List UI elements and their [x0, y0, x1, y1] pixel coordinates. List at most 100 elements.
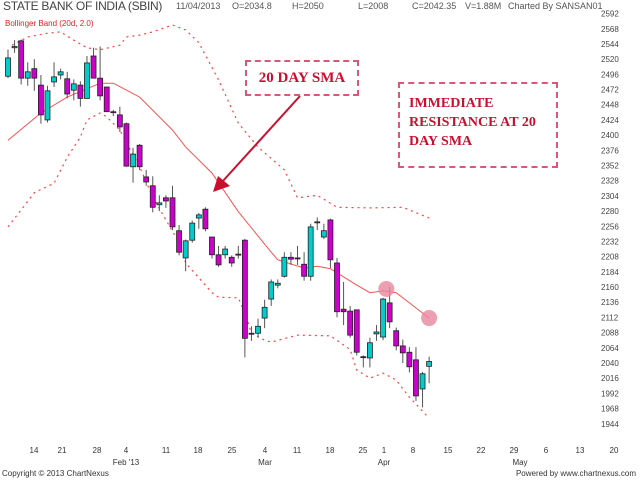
candle [163, 195, 169, 208]
candle-body [215, 254, 222, 266]
candle-body [90, 55, 97, 79]
candle-body [426, 361, 433, 367]
candle [64, 71, 71, 99]
candle-body [241, 239, 248, 339]
candle-body [373, 331, 380, 335]
volume-readout: V=1.88M [465, 1, 502, 11]
charted-by: Charted By SANSAN01 [508, 1, 603, 11]
candle-body [156, 202, 163, 206]
candle-body [235, 253, 242, 256]
y-tick-label: 2448 [601, 101, 619, 110]
candle-body [406, 351, 413, 368]
candle [426, 356, 433, 384]
y-tick-label: 2352 [601, 162, 619, 171]
y-tick-label: 2016 [601, 374, 619, 383]
candle [294, 245, 301, 265]
y-tick-label: 2112 [601, 313, 619, 322]
candle [268, 279, 275, 307]
candle-body [116, 114, 123, 128]
x-tick-label: 1 [382, 446, 387, 455]
resistance-highlight [421, 310, 438, 327]
candle [202, 207, 209, 232]
candle-body [419, 373, 426, 390]
candle-body [70, 83, 77, 91]
candle-body [195, 214, 202, 219]
bollinger-lower-band [7, 112, 430, 419]
y-tick-label: 2280 [601, 207, 619, 216]
candle [84, 55, 90, 99]
candle-body [281, 256, 288, 277]
sma-20-line [7, 82, 430, 319]
y-tick-label: 1992 [601, 389, 619, 398]
candle-body [274, 282, 281, 286]
candle [393, 327, 400, 351]
x-tick-label: 28 [93, 446, 102, 455]
candle [307, 223, 314, 281]
candle-body [103, 86, 110, 113]
candle-body [57, 71, 64, 76]
x-tick-label: 21 [58, 446, 67, 455]
x-tick-label: 11 [293, 446, 302, 455]
y-tick-label: 2400 [601, 131, 619, 140]
candle [90, 47, 97, 79]
candle [340, 281, 347, 326]
candle [123, 122, 130, 167]
candle-body [136, 144, 143, 168]
candle-body [84, 62, 90, 99]
candle [57, 68, 64, 80]
y-tick-label: 1944 [601, 420, 619, 429]
candle [347, 306, 354, 338]
candle-body [268, 281, 275, 300]
candle [44, 85, 51, 123]
candle [241, 238, 248, 358]
candle-body [18, 40, 25, 79]
x-tick-label: 11 [162, 446, 171, 455]
candle-body [353, 309, 360, 353]
candle-body [366, 342, 373, 359]
candle [320, 223, 327, 239]
candle-body [31, 68, 38, 79]
candle [360, 355, 367, 368]
x-tick-label: 18 [194, 446, 203, 455]
y-tick-label: 2328 [601, 177, 619, 186]
powered-by-link[interactable]: Powered by www.chartnexus.com [515, 469, 636, 478]
candle [261, 299, 268, 329]
candle-body [176, 230, 182, 253]
candle [143, 169, 150, 186]
candle-body [380, 298, 386, 338]
candle [373, 325, 380, 341]
y-tick-label: 2520 [601, 55, 619, 64]
candle-body [5, 57, 11, 77]
candle-body [340, 308, 347, 313]
candle-body [38, 84, 44, 116]
resistance-annotation-box: IMMEDIATE RESISTANCE AT 20 DAY SMA [398, 82, 558, 168]
candle-body [320, 230, 327, 238]
candle [116, 106, 123, 132]
candle-body [228, 256, 235, 264]
candle [24, 62, 31, 86]
candle-body [143, 176, 150, 183]
y-tick-label: 2040 [601, 359, 619, 368]
candle-body [149, 185, 156, 208]
candle [70, 79, 77, 101]
candle-body [77, 84, 84, 99]
x-tick-label: 6 [544, 446, 549, 455]
candle-body [314, 221, 321, 224]
x-month-label: Feb '13 [113, 458, 140, 467]
candle [222, 245, 229, 259]
x-tick-label: 8 [411, 446, 416, 455]
candle [156, 195, 163, 212]
x-month-label: Apr [378, 458, 391, 467]
candle-body [163, 197, 169, 202]
candle-body [393, 330, 400, 347]
x-tick-label: 4 [124, 446, 129, 455]
resistance-annotation-text: IMMEDIATE RESISTANCE AT 20 DAY SMA [409, 96, 536, 149]
candle [314, 217, 321, 231]
candle [77, 81, 84, 107]
candle-body [202, 208, 209, 230]
y-tick-label: 2208 [601, 253, 619, 262]
candle-body [51, 76, 57, 83]
candle [31, 59, 38, 91]
bollinger-upper-band [11, 24, 430, 219]
x-tick-label: 18 [326, 446, 335, 455]
